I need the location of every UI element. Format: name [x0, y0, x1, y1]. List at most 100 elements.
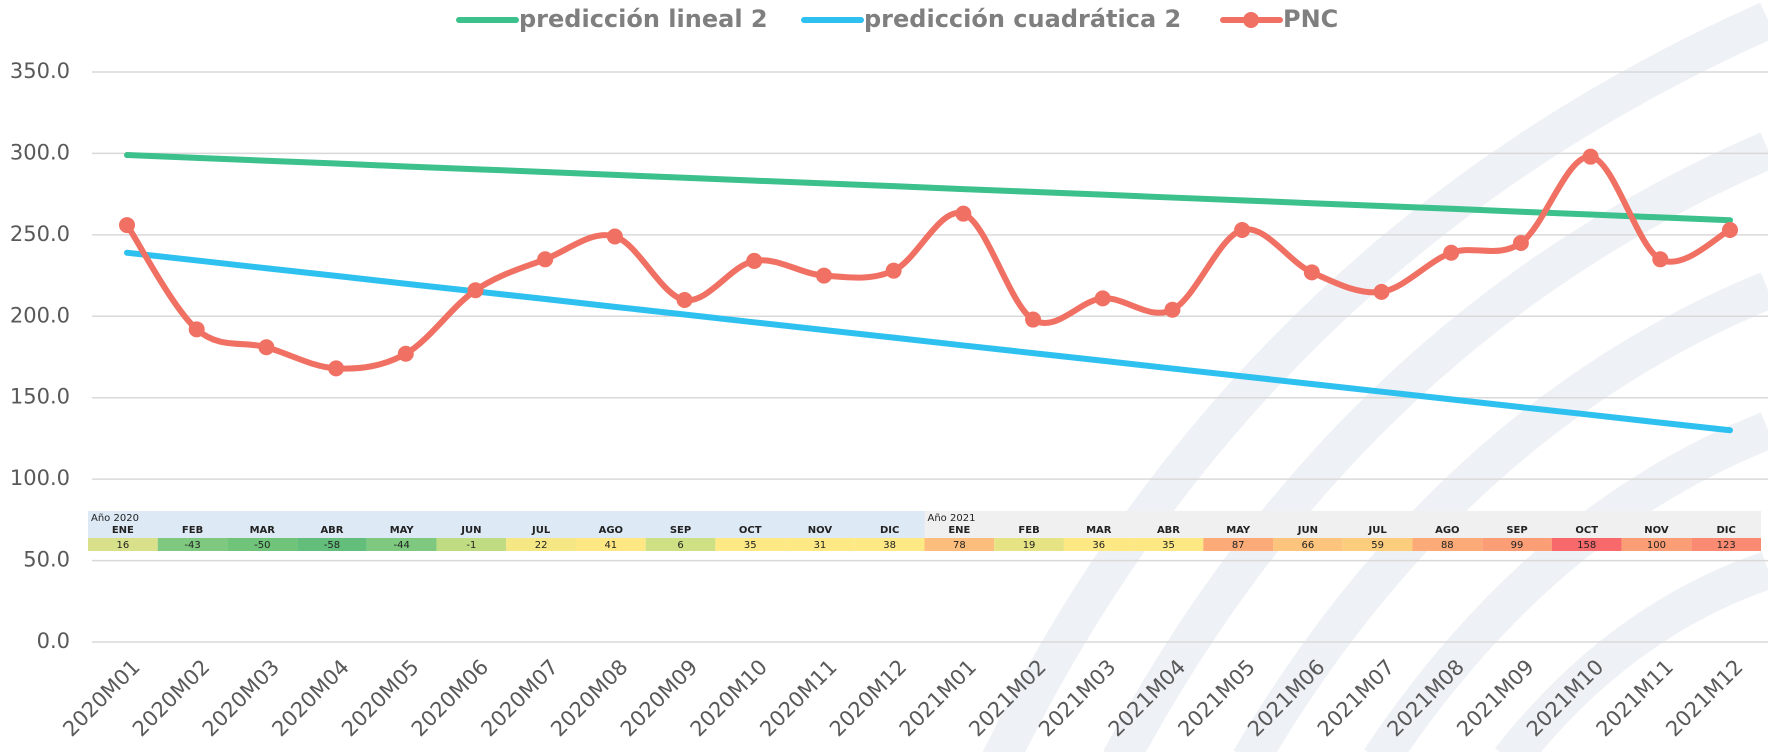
table-cell: [785, 538, 855, 551]
table-value: -58: [324, 540, 340, 551]
table-value: 6: [677, 540, 683, 551]
table-month: ABR: [1157, 525, 1180, 536]
table-month: JUN: [460, 525, 481, 536]
table-cell: [227, 538, 298, 551]
table-month: ABR: [320, 525, 343, 536]
point: [1094, 290, 1111, 307]
table-value: 19: [1023, 540, 1036, 551]
point: [1443, 244, 1460, 261]
table-month: JUL: [1367, 525, 1387, 536]
table-header-bg: [924, 511, 1761, 538]
table-value: 78: [953, 540, 966, 551]
table-value: 100: [1647, 540, 1666, 551]
point: [1652, 251, 1669, 268]
table-value: 35: [744, 540, 757, 551]
table-month: FEB: [182, 525, 203, 536]
table-month: AGO: [599, 525, 623, 536]
table-header-bg: [88, 511, 925, 538]
table-value: 22: [535, 540, 548, 551]
table-month: OCT: [739, 525, 762, 536]
table-cell: [575, 538, 646, 551]
point: [467, 282, 484, 299]
table-cell: [1621, 538, 1692, 551]
y-tick-label: 0.0: [37, 629, 70, 653]
table-cell: [506, 538, 576, 551]
table-cell: [1691, 538, 1761, 551]
table-cell: [436, 538, 507, 551]
table-cell: [1482, 538, 1552, 551]
table-group-title: Año 2021: [928, 513, 976, 524]
y-tick-label: 50.0: [23, 548, 70, 572]
table-month: NOV: [808, 525, 833, 536]
point: [188, 321, 205, 338]
table-cell: [1551, 538, 1622, 551]
point: [1373, 283, 1390, 300]
y-tick-label: 150.0: [10, 385, 70, 409]
table-month: FEB: [1018, 525, 1039, 536]
table-month: SEP: [670, 525, 691, 536]
table-cell: [1412, 538, 1483, 551]
table-cell: [1342, 538, 1413, 551]
table-month: MAY: [390, 525, 415, 536]
table-month: ENE: [112, 525, 134, 536]
table-value: 87: [1232, 540, 1245, 551]
table-value: 66: [1302, 540, 1315, 551]
table-value: 123: [1717, 540, 1736, 551]
point: [537, 251, 554, 268]
point: [328, 360, 345, 377]
table-cell: [994, 538, 1064, 551]
x-tick-label: 2021M12: [1661, 655, 1747, 741]
table-value: 41: [604, 540, 617, 551]
table-month: MAR: [250, 525, 276, 536]
table-month: NOV: [1644, 525, 1669, 536]
point: [1582, 148, 1599, 165]
table-value: 38: [883, 540, 896, 551]
table-cell: [157, 538, 228, 551]
table-cell: [366, 538, 437, 551]
y-tick-label: 250.0: [10, 222, 70, 246]
point: [1164, 301, 1181, 318]
table-value: -43: [184, 540, 200, 551]
table-cell: [1203, 538, 1274, 551]
point: [676, 292, 693, 308]
point: [1303, 264, 1320, 281]
table-month: MAR: [1086, 525, 1112, 536]
point: [1025, 311, 1042, 328]
table-value: -44: [394, 540, 410, 551]
table-group-title: Año 2020: [91, 513, 139, 524]
point: [1722, 221, 1738, 238]
table-month: DIC: [880, 525, 899, 536]
point: [397, 345, 414, 362]
table-month: JUN: [1297, 525, 1318, 536]
table-cell: [645, 538, 716, 551]
table-value: -1: [466, 540, 476, 551]
table-cell: [715, 538, 786, 551]
point: [746, 252, 763, 269]
table-cell: [1273, 538, 1343, 551]
point: [1512, 235, 1529, 251]
table-month: DIC: [1716, 525, 1735, 536]
point: [815, 267, 832, 284]
series-line: [124, 152, 1733, 224]
point: [119, 217, 135, 234]
y-tick-label: 100.0: [10, 466, 70, 490]
table-cell: [924, 538, 995, 551]
table-value: 59: [1371, 540, 1384, 551]
table-value: 88: [1441, 540, 1454, 551]
legend-marker: [1243, 12, 1259, 28]
table-value: -50: [254, 540, 270, 551]
table-month: MAY: [1226, 525, 1251, 536]
point: [1234, 221, 1251, 238]
y-tick-label: 300.0: [10, 140, 70, 164]
point: [258, 339, 275, 356]
table-value: 99: [1511, 540, 1524, 551]
table-month: JUL: [531, 525, 551, 536]
point: [885, 262, 902, 279]
point: [955, 205, 972, 222]
table-cell: [297, 538, 367, 551]
table-month: SEP: [1506, 525, 1527, 536]
table-cell: [88, 538, 158, 551]
table-month: ENE: [948, 525, 970, 536]
legend-label: predicción cuadrática 2: [864, 5, 1181, 33]
